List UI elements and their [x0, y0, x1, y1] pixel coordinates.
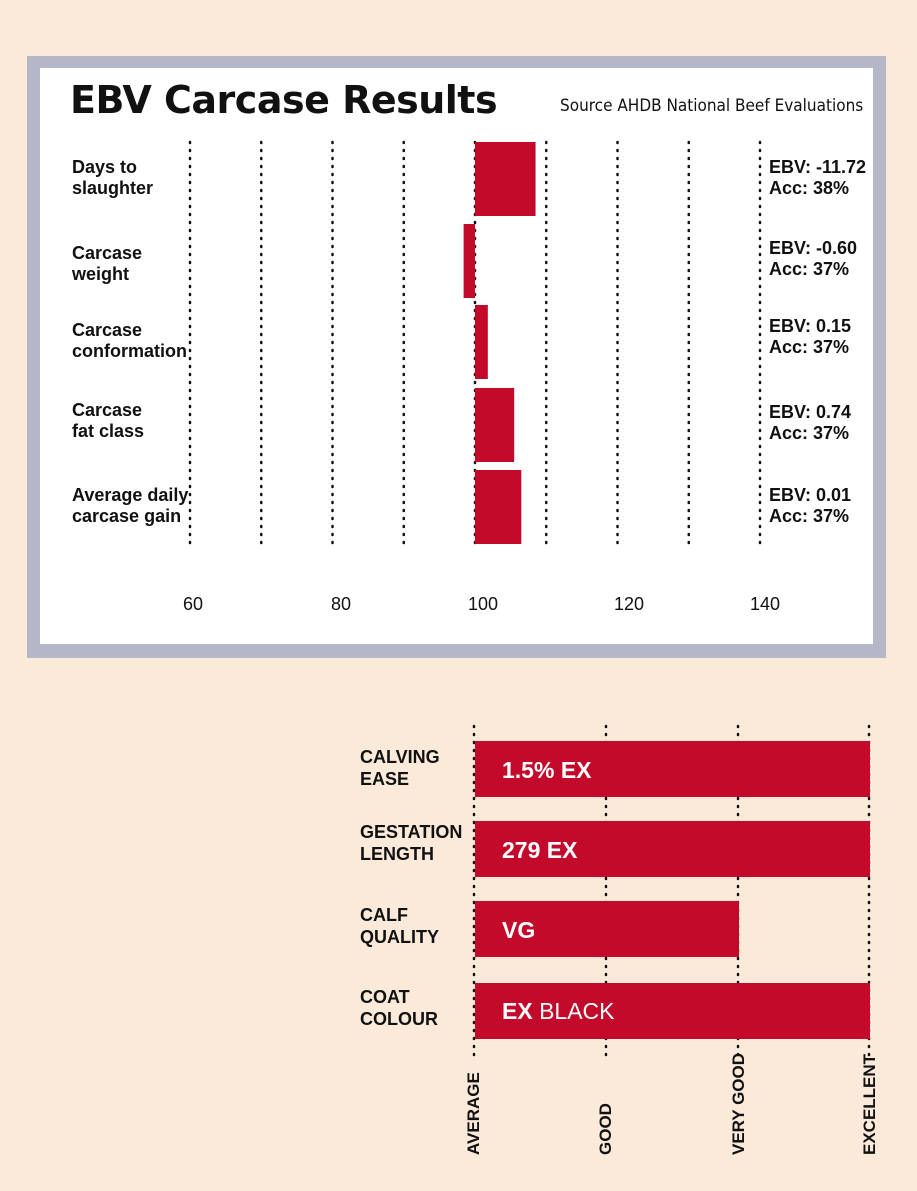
x-tick-60: 60 [183, 594, 204, 614]
ebv-bar [475, 305, 488, 379]
ebv-value-carcase-weight: EBV: -0.60 Acc: 37% [769, 238, 858, 279]
scale-label-good: GOOD [596, 1103, 615, 1155]
row-label-carcase-weight: Carcase weight [72, 243, 143, 284]
x-tick-80: 80 [331, 594, 352, 614]
chart-title: EBV Carcase Results [70, 78, 498, 122]
scale-label-excellent: EXCELLENT [860, 1053, 879, 1155]
ebv-chart-plot [188, 140, 762, 550]
trait-value-calf-quality: VG [502, 917, 536, 943]
row-label-carcase-conformation: Carcase conformation [72, 320, 187, 361]
scale-label-average: AVERAGE [464, 1072, 483, 1155]
ebv-bar [463, 224, 475, 298]
trait-label-calf-quality: CALF QUALITY [360, 905, 439, 947]
row-label-average-daily-carcase-gain: Average daily carcase gain [72, 485, 189, 526]
trait-value-coat-colour-sub: BLACK [539, 998, 615, 1024]
chart-source: Source AHDB National Beef Evaluations [560, 96, 864, 116]
trait-label-coat-colour: COAT COLOUR [360, 987, 438, 1029]
ebv-bar [475, 142, 536, 216]
x-tick-140: 140 [750, 594, 781, 614]
x-tick-100: 100 [468, 594, 499, 614]
row-label-carcase-fat-class: Carcase fat class [72, 400, 145, 441]
trait-label-calving-ease: CALVING EASE [360, 747, 440, 789]
ebv-value-carcase-conformation: EBV: 0.15 Acc: 37% [769, 316, 852, 357]
scale-label-very-good: VERY GOOD [729, 1052, 748, 1155]
ebv-value-carcase-fat-class: EBV: 0.74 Acc: 37% [769, 402, 852, 443]
trait-value-coat-colour: EX BLACK [502, 998, 615, 1024]
ebv-chart-panel [40, 68, 873, 644]
trait-value-calving-ease: 1.5% EX [502, 757, 592, 783]
trait-bar [475, 741, 870, 797]
x-tick-120: 120 [614, 594, 645, 614]
ebv-bar [475, 388, 515, 462]
trait-bar [475, 821, 870, 877]
trait-bar [475, 983, 870, 1039]
trait-bar [475, 901, 739, 957]
row-label-days-to-slaughter: Days to slaughter [72, 157, 154, 198]
trait-value-gestation-length: 279 EX [502, 837, 578, 863]
trait-label-gestation-length: GESTATION LENGTH [360, 822, 463, 864]
ebv-value-average-daily-carcase-gain: EBV: 0.01 Acc: 37% [769, 485, 852, 526]
ebv-value-days-to-slaughter: EBV: -11.72 Acc: 38% [769, 157, 867, 198]
ebv-bar [475, 470, 522, 544]
